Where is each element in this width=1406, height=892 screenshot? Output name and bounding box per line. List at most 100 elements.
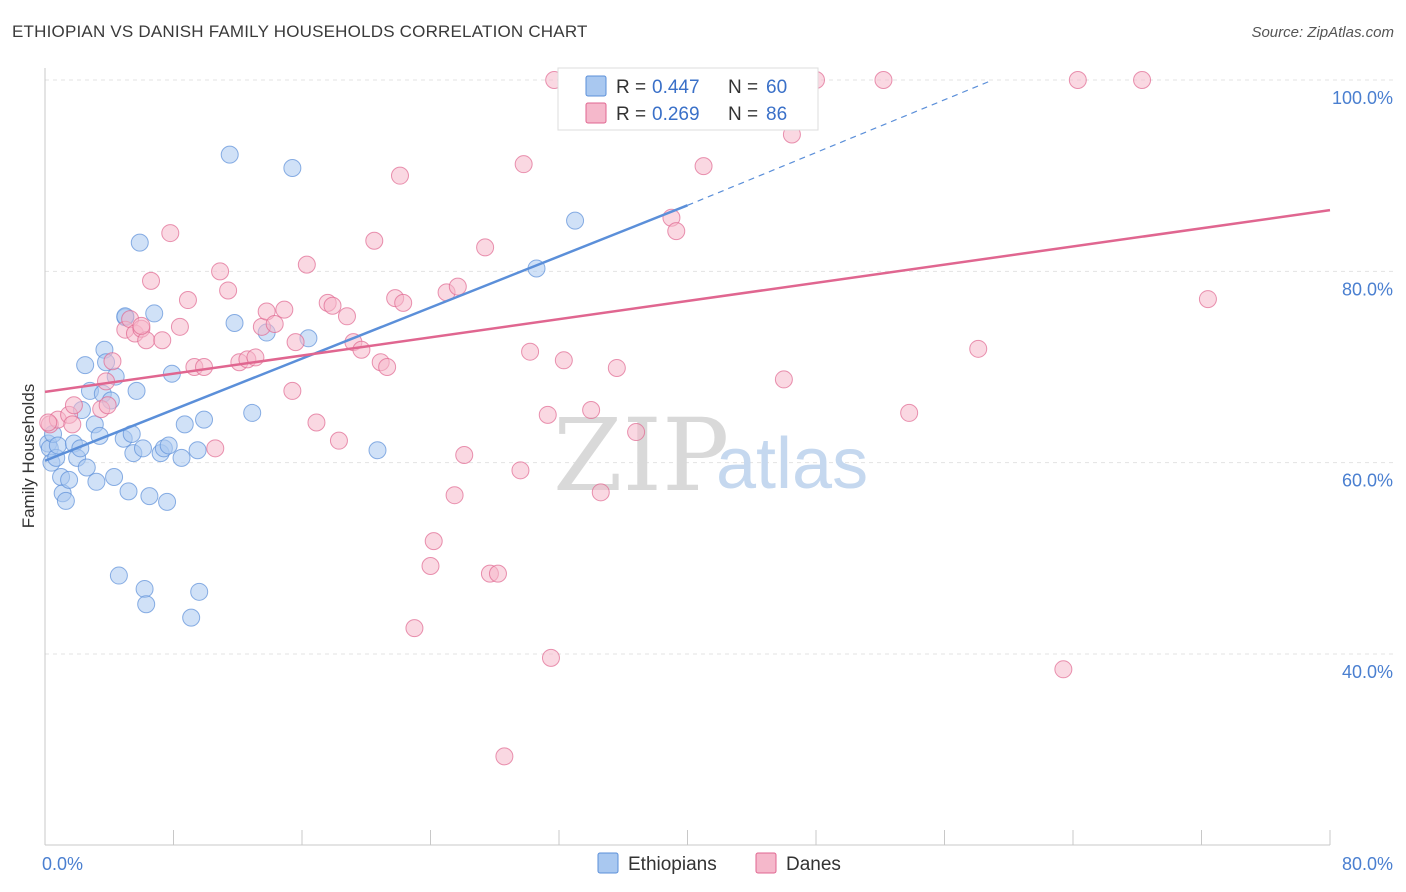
point-danes — [495, 747, 514, 766]
point-danes — [132, 316, 151, 335]
point-danes — [297, 255, 316, 274]
point-danes — [307, 413, 326, 432]
stats-n-value-ethiopians: 60 — [766, 77, 787, 98]
point-ethiopians — [225, 313, 244, 332]
x-tick-label: 80.0% — [1342, 854, 1393, 874]
stats-n-label-danes: N = — [728, 104, 758, 125]
point-ethiopians — [243, 403, 262, 422]
stats-r-value-danes: 0.269 — [652, 104, 700, 125]
point-ethiopians — [87, 472, 106, 491]
point-ethiopians — [182, 608, 201, 627]
point-danes — [514, 155, 533, 174]
point-danes — [421, 556, 440, 575]
stats-legend: R = 0.447 N = 60 R = 0.269 N = 86 — [557, 67, 819, 131]
stats-r-value-ethiopians: 0.447 — [652, 77, 700, 98]
point-ethiopians — [195, 410, 214, 429]
y-tick-label: 80.0% — [1342, 279, 1393, 299]
point-danes — [667, 222, 686, 241]
point-ethiopians — [119, 482, 138, 501]
point-ethiopians — [283, 159, 302, 178]
point-ethiopians — [368, 441, 387, 460]
legend-label-danes: Danes — [786, 854, 841, 875]
point-ethiopians — [566, 211, 585, 230]
point-danes — [265, 314, 284, 333]
y-tick-label: 40.0% — [1342, 662, 1393, 682]
point-ethiopians — [130, 233, 149, 252]
point-ethiopians — [137, 595, 156, 614]
point-danes — [365, 231, 384, 250]
point-danes — [352, 340, 371, 359]
point-danes — [476, 238, 495, 257]
watermark: ZIP atlas — [553, 397, 868, 514]
trend-line-ethiopians — [44, 204, 688, 462]
point-danes — [445, 486, 464, 505]
point-danes — [511, 461, 530, 480]
point-ethiopians — [77, 458, 96, 477]
point-danes — [337, 307, 356, 326]
point-ethiopians — [188, 441, 207, 460]
point-danes — [283, 381, 302, 400]
point-ethiopians — [135, 579, 154, 598]
point-danes — [455, 446, 474, 465]
point-danes — [488, 564, 507, 583]
point-ethiopians — [172, 448, 191, 467]
point-ethiopians — [190, 582, 209, 601]
point-danes — [219, 281, 238, 300]
point-ethiopians — [175, 415, 194, 434]
point-danes — [275, 300, 294, 319]
point-danes — [582, 401, 601, 420]
point-danes — [521, 342, 540, 361]
point-danes — [591, 483, 610, 502]
y-tick-label: 60.0% — [1342, 471, 1393, 491]
point-ethiopians — [105, 468, 124, 487]
point-danes — [1198, 290, 1217, 309]
point-danes — [103, 352, 122, 371]
point-ethiopians — [140, 487, 159, 506]
bottom-legend: Ethiopians Danes — [597, 852, 841, 875]
data-points — [39, 71, 1217, 766]
point-danes — [394, 293, 413, 312]
trend-lines — [44, 79, 1331, 462]
x-tick-labels: 0.0% 80.0% — [42, 854, 1393, 874]
point-danes — [378, 358, 397, 376]
watermark-atlas: atlas — [716, 424, 868, 504]
y-tick-labels: 100.0% 80.0% 60.0% 40.0% — [1332, 88, 1393, 682]
point-danes — [405, 619, 424, 638]
point-ethiopians — [133, 439, 152, 458]
legend-swatch-danes — [755, 852, 777, 874]
point-danes — [900, 403, 919, 422]
point-ethiopians — [109, 566, 128, 585]
point-danes — [195, 358, 214, 376]
point-danes — [178, 291, 197, 310]
point-danes — [1133, 71, 1152, 89]
point-ethiopians — [159, 436, 178, 455]
point-danes — [874, 71, 893, 89]
point-danes — [329, 431, 348, 450]
stats-swatch-ethiopians — [585, 75, 607, 97]
point-danes — [206, 439, 225, 458]
stats-n-value-danes: 86 — [766, 104, 787, 125]
y-tick-label: 100.0% — [1332, 88, 1393, 108]
legend-label-ethiopians: Ethiopians — [628, 854, 717, 875]
trend-line-danes — [44, 208, 1331, 394]
point-ethiopians — [48, 436, 67, 455]
point-ethiopians — [145, 304, 164, 323]
point-danes — [969, 339, 988, 358]
point-danes — [627, 423, 646, 442]
x-tick-label: 0.0% — [42, 854, 83, 874]
point-ethiopians — [127, 381, 146, 400]
point-danes — [1054, 660, 1073, 679]
point-ethiopians — [60, 470, 79, 489]
chart-title: ETHIOPIAN VS DANISH FAMILY HOUSEHOLDS CO… — [12, 22, 588, 41]
point-danes — [1068, 71, 1087, 89]
point-danes — [63, 415, 82, 434]
point-danes — [538, 405, 557, 424]
point-ethiopians — [220, 145, 239, 164]
point-danes — [142, 271, 161, 290]
point-danes — [774, 370, 793, 389]
stats-r-label-danes: R = — [616, 104, 646, 125]
stats-n-label-ethiopians: N = — [728, 77, 758, 98]
point-danes — [98, 396, 117, 415]
point-danes — [153, 331, 172, 350]
